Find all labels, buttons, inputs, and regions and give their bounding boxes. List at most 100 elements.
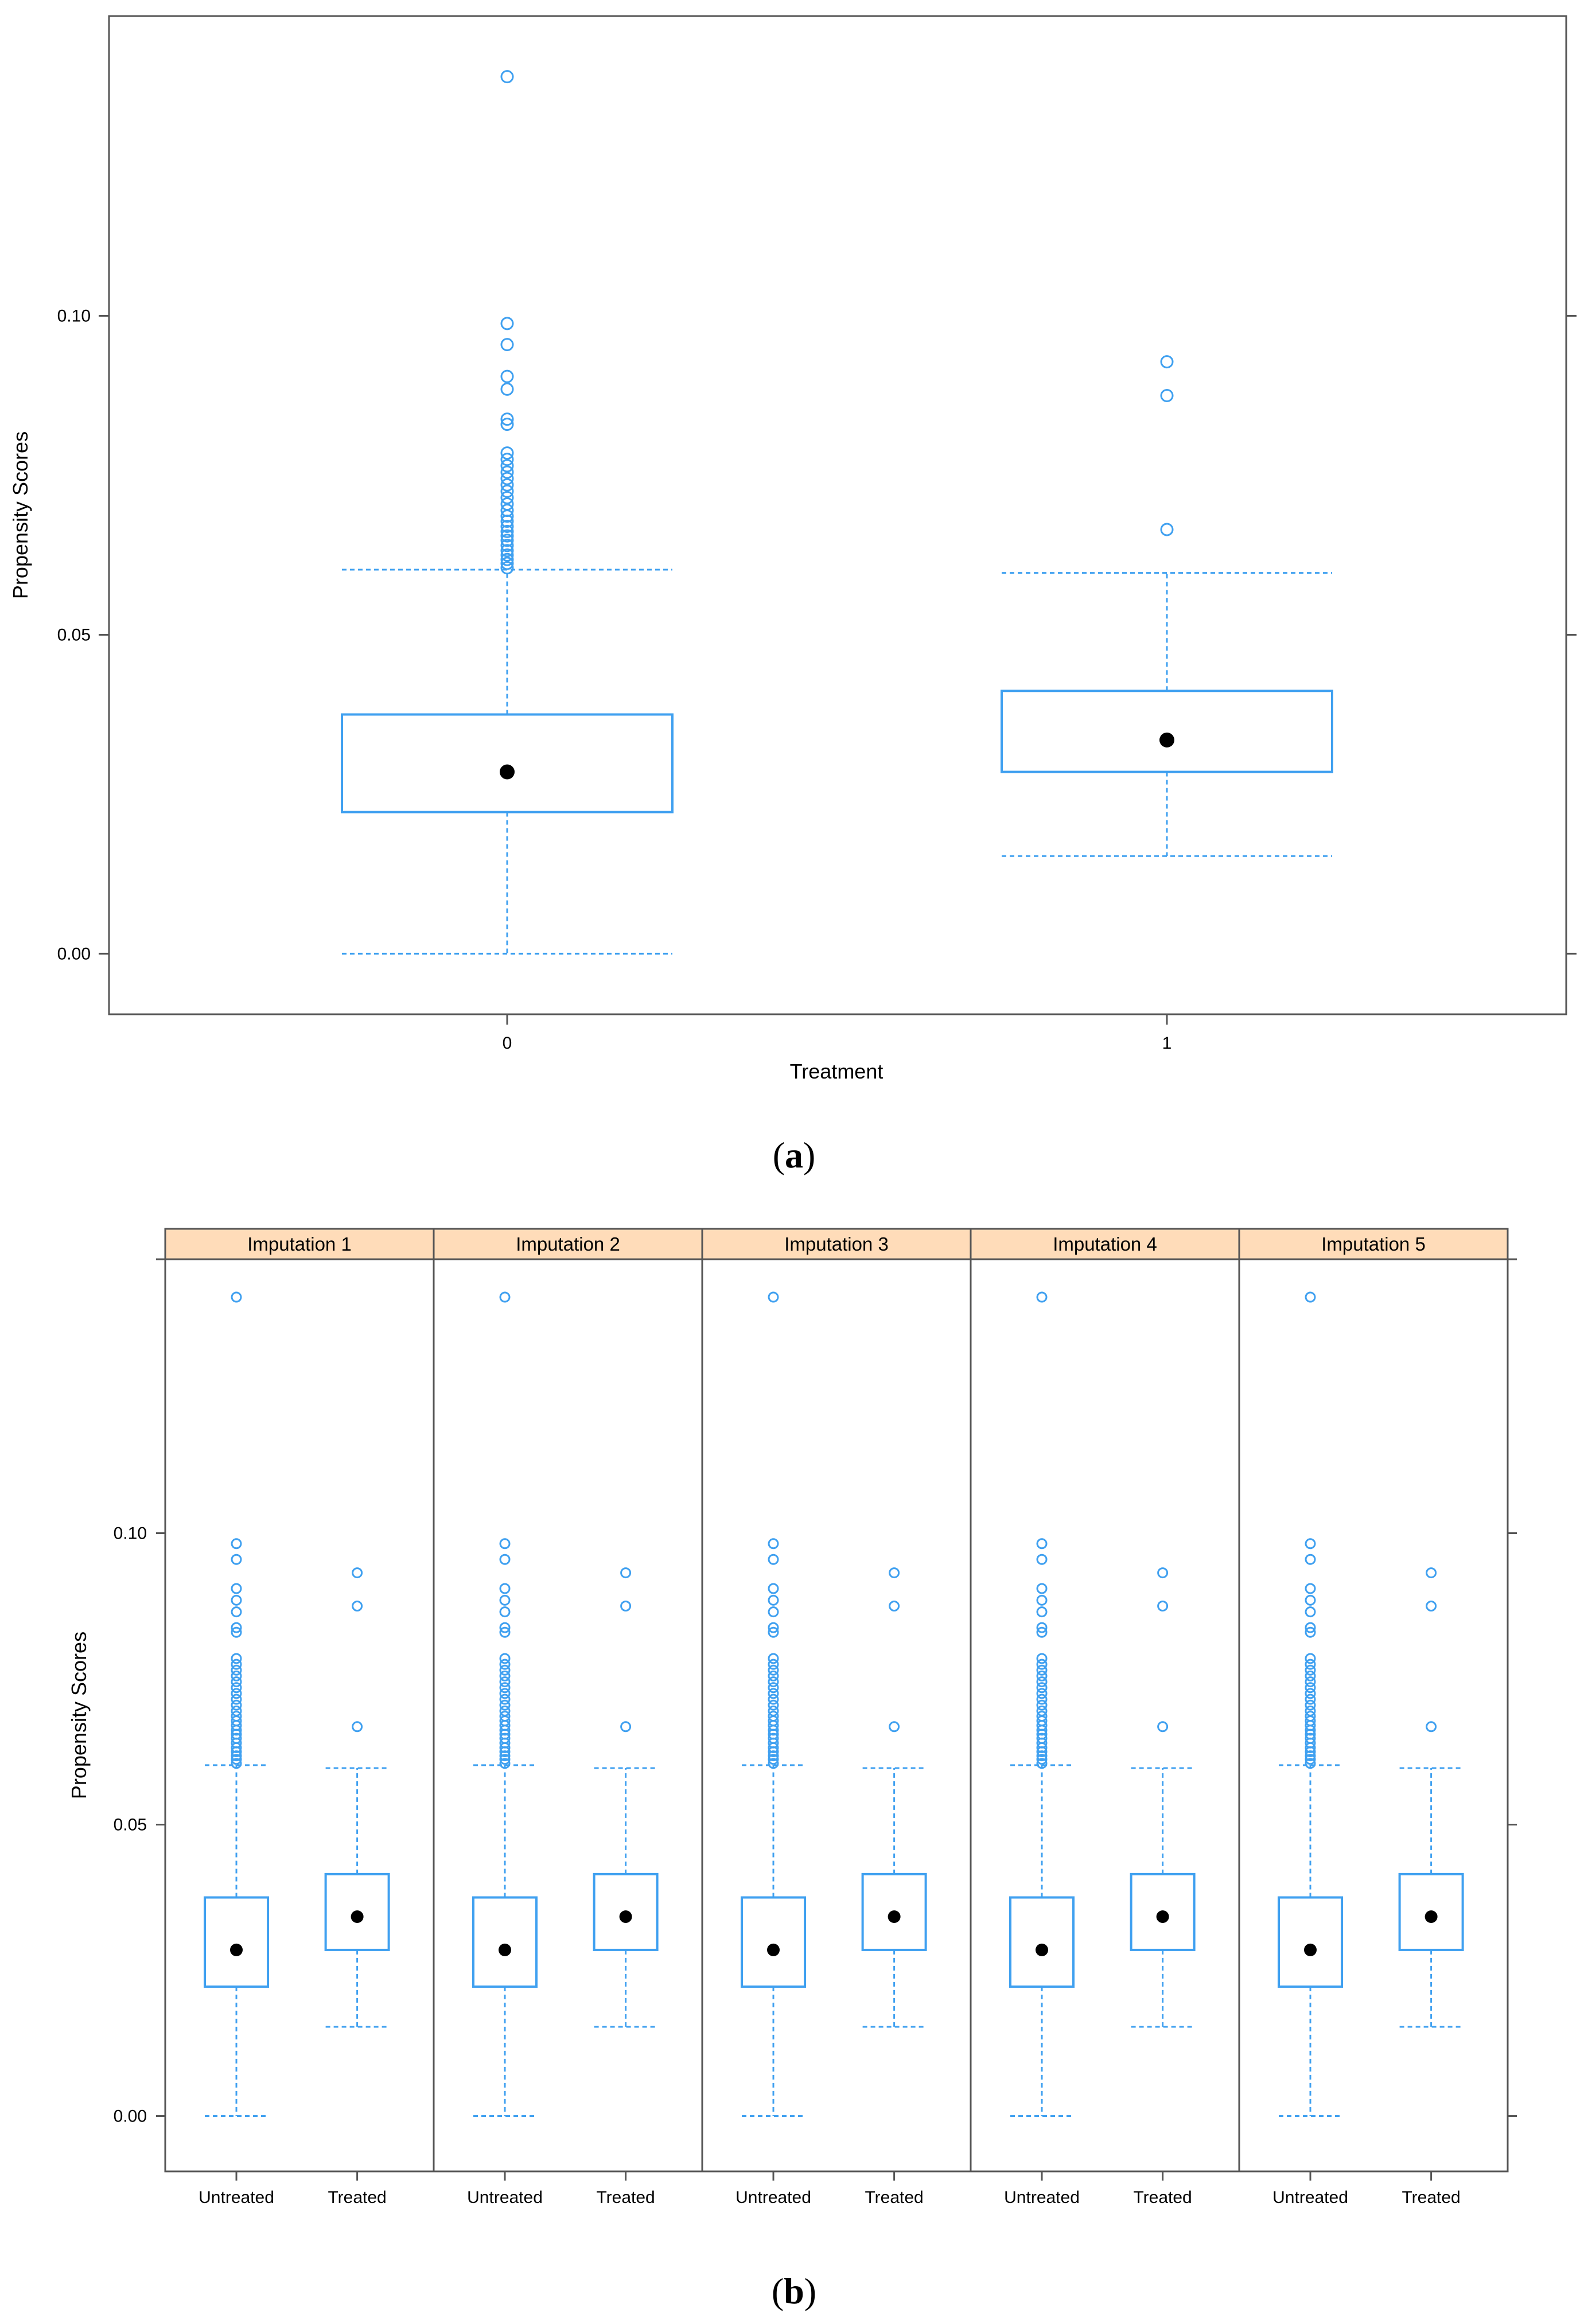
chart-b-p4-untreated-outlier <box>1036 1291 1048 1303</box>
chart-a-x-tick-label: 0 <box>503 1034 512 1053</box>
chart-b-p5-untreated-outlier <box>1305 1594 1316 1606</box>
chart-b-p2-untreated-outlier <box>499 1733 511 1744</box>
chart-a-0-outlier <box>500 453 514 466</box>
chart-a-0-outlier <box>500 539 514 552</box>
chart-b-p1-untreated-outlier <box>231 1750 242 1762</box>
chart-a-0-outlier <box>500 552 514 566</box>
chart-a-0-outlier <box>500 524 514 538</box>
chart-b-p3-untreated-outlier <box>768 1670 779 1681</box>
chart-b-p3-untreated-outlier <box>768 1758 779 1769</box>
chart-a-1-outlier <box>1160 355 1174 369</box>
chart-a-x-axis-label: Treatment <box>790 1060 883 1083</box>
chart-b-p2-untreated-outlier <box>499 1291 511 1303</box>
chart-b-p2-untreated-outlier <box>499 1538 511 1550</box>
chart-a-boxplot-0 <box>341 70 674 955</box>
chart-b-boxplot-untreated <box>1278 1291 1344 2117</box>
chart-b-p1-untreated-outlier <box>231 1688 242 1699</box>
chart-b-x-tick-label: Untreated <box>467 2188 543 2207</box>
chart-a-y-tick-label: 0.05 <box>57 625 91 644</box>
chart-b-p2-untreated-outlier <box>499 1711 511 1722</box>
chart-b-p2-untreated-outlier <box>499 1659 511 1670</box>
chart-a-0-outlier <box>500 382 514 396</box>
chart-a: 0.00 0.05 0.10 0 1 Treatment Propensity Sco… <box>9 15 1577 1175</box>
chart-b-p1-treated-outlier <box>352 1601 363 1612</box>
chart-b-p3-untreated-outlier <box>768 1554 779 1565</box>
chart-b-p2-untreated-outlier <box>499 1606 511 1618</box>
chart-b-p2-untreated-outlier <box>499 1699 511 1711</box>
chart-b-p3-untreated-outlier <box>768 1682 779 1694</box>
chart-b-strip-label: Imputation 3 <box>784 1233 889 1255</box>
chart-b-x-tick-label: Treated <box>1133 2188 1192 2207</box>
chart-b-p3-untreated-outlier <box>768 1733 779 1744</box>
chart-b-y-tick-label: 0.10 <box>114 1524 147 1543</box>
chart-b-strip-label: Imputation 2 <box>516 1233 620 1255</box>
chart-b-p5-untreated-outlier <box>1305 1606 1316 1618</box>
chart-b-p5-untreated-outlier <box>1305 1622 1316 1633</box>
chart-b-p3-untreated-outlier <box>768 1583 779 1594</box>
chart-b-p5-untreated-outlier <box>1305 1659 1316 1670</box>
chart-b-p2-untreated-median-dot <box>499 1943 512 1956</box>
chart-b-boxplot-treated <box>861 1567 927 2028</box>
chart-a-1-median-dot <box>1159 732 1174 748</box>
chart-b-p1-untreated-outlier <box>231 1626 242 1638</box>
chart-b-x-tick-label: Treated <box>865 2188 923 2207</box>
chart-a-1-outlier <box>1160 389 1174 403</box>
chart-b-p2-untreated-outlier <box>499 1664 511 1676</box>
chart-b-x-tick-label: Untreated <box>1272 2188 1348 2207</box>
chart-b-boxplot-untreated <box>741 1291 807 2117</box>
chart-a-1-outlier <box>1160 523 1174 536</box>
chart-b-p1-untreated-outlier <box>231 1758 242 1769</box>
chart-b-p2-untreated-outlier <box>499 1622 511 1633</box>
chart-a-0-outlier <box>500 491 514 504</box>
chart-b-p4-untreated-outlier <box>1036 1699 1048 1711</box>
chart-b-panel-5: Imputation 5 Untreated Treated <box>1238 1228 1509 2207</box>
chart-b-p3-untreated-median-dot <box>767 1943 780 1956</box>
chart-b-p4-untreated-outlier <box>1036 1688 1048 1699</box>
chart-b-p4-treated-outlier <box>1157 1721 1169 1733</box>
chart-a-0-outlier <box>500 484 514 498</box>
chart-b-p2-untreated-outlier <box>499 1750 511 1762</box>
chart-b-panel-frame <box>164 1258 435 2173</box>
chart-b-p3-untreated-outlier <box>768 1664 779 1676</box>
chart-b-p3-untreated-outlier <box>768 1594 779 1606</box>
chart-b-p4-untreated-outlier <box>1036 1733 1048 1744</box>
chart-b-p2-untreated-outlier <box>499 1626 511 1638</box>
chart-b-p3-untreated-outlier <box>768 1699 779 1711</box>
chart-b-panel-1: Imputation 1 Untreated Treated <box>164 1228 435 2207</box>
chart-b-p5-untreated-outlier <box>1305 1626 1316 1638</box>
chart-b-p1-untreated-outlier <box>231 1664 242 1676</box>
chart-b-p1-untreated-outlier <box>231 1711 242 1722</box>
chart-b-p4-untreated-outlier <box>1036 1653 1048 1664</box>
chart-a-y-tick-label: 0.00 <box>57 944 91 963</box>
chart-b-p3-untreated-outlier <box>768 1750 779 1762</box>
chart-b-p5-untreated-outlier <box>1305 1711 1316 1722</box>
chart-b-p1-untreated-outlier <box>231 1699 242 1711</box>
chart-b-p1-treated-outlier <box>352 1721 363 1733</box>
chart-b-p5-untreated-outlier <box>1305 1750 1316 1762</box>
chart-b-x-tick-label: Treated <box>328 2188 386 2207</box>
chart-b-p1-untreated-outlier <box>231 1705 242 1716</box>
chart-a-0-outlier <box>500 472 514 485</box>
chart-b-panel-3: Imputation 3 Untreated Treated <box>701 1228 972 2207</box>
chart-b-p4-untreated-outlier <box>1036 1754 1048 1765</box>
chart-b-p3-untreated-outlier <box>768 1626 779 1638</box>
chart-a-0-outlier <box>500 418 514 431</box>
chart-b-p2-untreated-outlier <box>499 1594 511 1606</box>
chart-b-p5-untreated-box <box>1278 1896 1344 1988</box>
chart-b-p4-treated-median-dot <box>1156 1910 1169 1924</box>
chart-b-p3-treated-median-dot <box>888 1910 901 1924</box>
chart-a-0-outlier <box>500 548 514 562</box>
chart-a-0-outlier <box>500 465 514 479</box>
chart-b-p1-untreated-outlier <box>231 1676 242 1688</box>
chart-b-p4-untreated-outlier <box>1036 1606 1048 1618</box>
chart-a-0-outlier <box>500 446 514 460</box>
chart-a-0-outlier <box>500 497 514 511</box>
chart-a-boxplot-1 <box>1001 355 1333 857</box>
chart-b-p3-treated-outlier <box>889 1567 900 1579</box>
chart-b-caption-close: ) <box>804 2271 816 2311</box>
chart-b-p5-untreated-outlier <box>1305 1664 1316 1676</box>
chart-b-p5-untreated-outlier <box>1305 1682 1316 1694</box>
chart-b-p2-untreated-outlier <box>499 1554 511 1565</box>
chart-b-p3-untreated-outlier <box>768 1711 779 1722</box>
chart-b-p5-untreated-outlier <box>1305 1653 1316 1664</box>
